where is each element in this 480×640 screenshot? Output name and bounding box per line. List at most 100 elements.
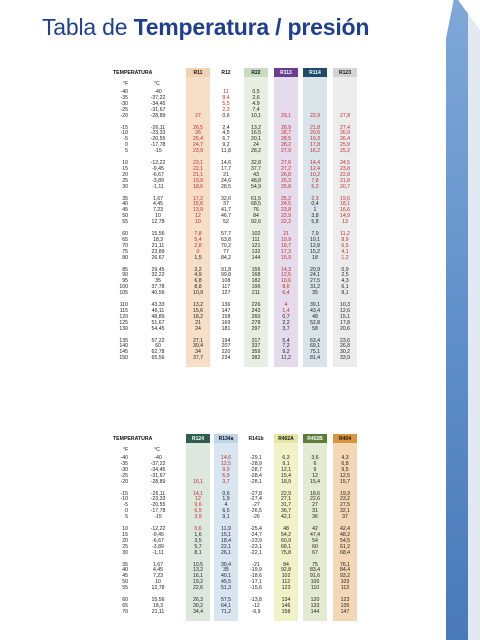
table-cell: 211 (251, 290, 261, 297)
table-cell: 32,1 (339, 508, 351, 515)
side-stripe-blue (446, 0, 468, 640)
table-cell: -15,6 (250, 585, 262, 592)
table-cell: -40 (154, 89, 162, 95)
table-cell: 30,2 (192, 602, 204, 609)
table-cell: 4,45 (152, 201, 164, 208)
table-cell: -9,45 (152, 165, 164, 172)
table-cell: 3,9 (194, 514, 202, 521)
table-cell: 123 (281, 585, 291, 592)
table-cell: 27,2 (280, 165, 292, 172)
table-cell: 1 (313, 207, 317, 214)
table-cell: 42 (312, 526, 318, 532)
table-cell: -37,22 (150, 94, 166, 101)
table-cell: 7,23 (152, 573, 164, 580)
table-cell: -21 (252, 561, 260, 568)
table-cell: 0 (125, 142, 128, 149)
table-cell: -40 (154, 455, 162, 461)
table-cell: 359 (251, 349, 261, 356)
table-cell: 337 (251, 343, 261, 350)
table-cell: 14,1 (192, 490, 204, 497)
table-cell: 3,2 (194, 266, 202, 273)
table-cell: 23,1 (192, 160, 204, 166)
table-cell: 23,2 (339, 496, 351, 503)
table-cell: 6,7 (222, 136, 230, 143)
table-cell: -6,67 (152, 171, 164, 178)
table-cell: 24,7 (192, 142, 204, 149)
table-cell: 46,7 (220, 213, 232, 220)
table-cell: 25 (122, 177, 128, 184)
table-cell: -28,4 (250, 472, 262, 479)
table-cell: 52 (223, 219, 229, 226)
table-cell: 95 (122, 278, 128, 285)
table-cell: 20 (122, 537, 128, 544)
table-cell: 92,6 (250, 219, 262, 226)
table-cell: -20 (120, 478, 129, 485)
table-cell: 52,8 (309, 319, 321, 326)
table-cell: 91,6 (309, 573, 321, 580)
table-cell: 25,4 (192, 136, 204, 143)
table-cell: 30 (122, 549, 128, 556)
table-cell: 63,8 (220, 236, 232, 243)
page-title-normal: Tabla de (42, 14, 134, 40)
table-cell: 15,7 (339, 478, 351, 485)
table-cell: 50 (122, 579, 128, 586)
table-cell: 34,4 (192, 608, 204, 615)
table-cell: 26,8 (280, 171, 292, 178)
table-cell: 135 (340, 602, 350, 609)
table-cell: 81,4 (309, 355, 321, 362)
table-cell: 18,1 (339, 201, 351, 208)
table-cell: 13 (342, 219, 348, 226)
table-cell: 60 (122, 597, 128, 603)
table-cell: 26,1 (220, 549, 232, 556)
table-cell: 48,8 (250, 177, 262, 184)
table-cell: 121 (251, 242, 261, 249)
table-cell: 76,1 (339, 561, 351, 568)
table-cell: 67 (312, 549, 318, 556)
table-cell: -10 (120, 496, 129, 503)
table-cell: 18,6 (309, 490, 321, 497)
table-cell: 6,9 (222, 472, 230, 479)
table-cell: 19,9 (280, 236, 292, 243)
table-cell: -27,4 (250, 496, 262, 503)
table-cell: -17,78 (150, 508, 166, 515)
table-cell: 6,3 (282, 455, 290, 461)
table-cell: 125 (119, 319, 128, 326)
table-cell: 33,9 (339, 355, 351, 362)
table-cell: 3,7 (222, 478, 230, 485)
table-cell: 9,1 (222, 514, 230, 521)
table-cell: -28,1 (250, 478, 262, 485)
table-cell: 26,3 (280, 177, 292, 184)
table-cell: 29,1 (280, 112, 292, 119)
table-cell: 51,3 (220, 585, 232, 592)
table-cell: -27,8 (250, 490, 262, 497)
table-cell: 58 (312, 325, 318, 332)
table-cell: 91,8 (220, 266, 232, 273)
table-cell: -28,89 (150, 478, 166, 485)
table-cell: 0,4 (311, 201, 319, 208)
table-cell: 16,5 (250, 130, 262, 137)
table-cell: 6,4 (282, 290, 290, 297)
table-cell: 12,78 (151, 219, 165, 226)
table-cell: 12,5 (220, 460, 232, 467)
table-cell: 13,2 (192, 567, 204, 574)
table-cell: 134 (281, 597, 291, 603)
table-cell: 54,9 (250, 183, 262, 190)
table-cell: 54 (312, 537, 318, 544)
table-cell: -27 (252, 502, 260, 509)
column-header-r141b: R141b (244, 434, 268, 443)
table-cell: 7,2 (282, 343, 290, 350)
table-cell: 17,3 (280, 248, 292, 255)
table-cell: 103 (340, 579, 350, 586)
table-cell: 24,6 (220, 177, 232, 184)
table-cell: 47,4 (309, 531, 321, 538)
table-cell: 5 (125, 148, 128, 155)
table-cell: -30 (120, 466, 129, 473)
unit-fahrenheit: °F (123, 447, 129, 453)
table-cell: 117 (221, 284, 231, 291)
table-cell: 4 (224, 502, 228, 509)
table-cell: 3,6 (311, 455, 319, 461)
table-cell: 40,56 (151, 290, 165, 297)
table-cell: 6,9 (194, 508, 202, 515)
table-cell: 19,2 (192, 579, 204, 586)
table-cell: 70 (122, 242, 128, 249)
